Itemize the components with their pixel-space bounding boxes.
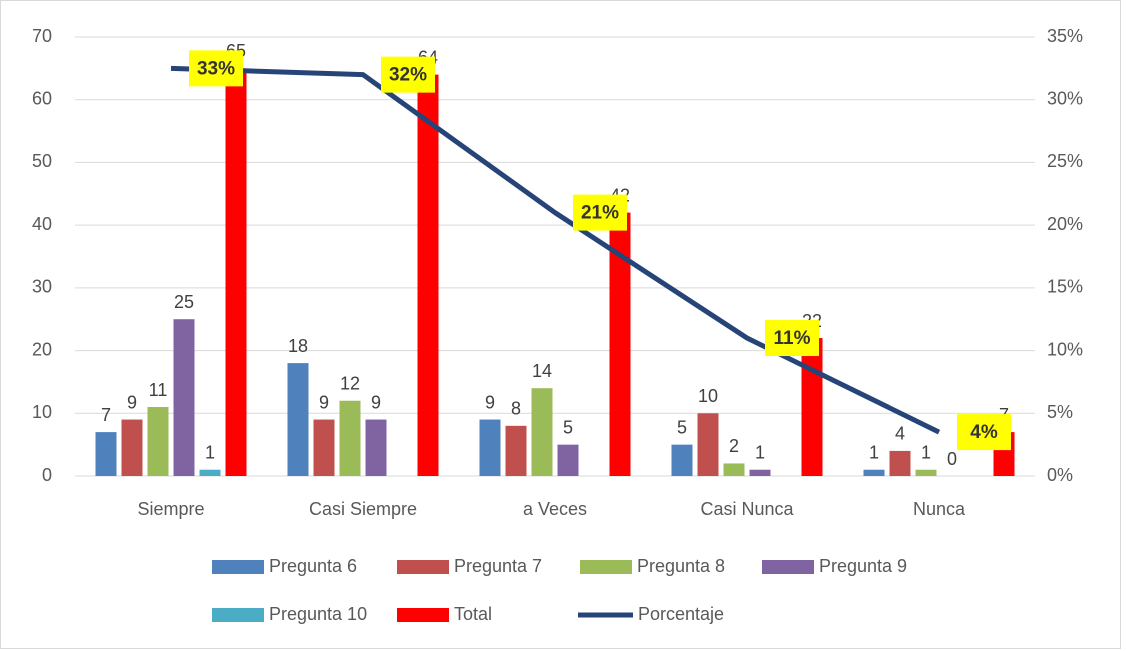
data-label: 11	[149, 380, 168, 400]
bar	[121, 419, 143, 476]
x-tick-label: Casi Nunca	[700, 499, 794, 519]
data-label: 12	[340, 373, 360, 393]
data-label-box	[957, 414, 1011, 451]
legend-label: Porcentaje	[638, 604, 724, 624]
data-label: 4	[895, 424, 905, 444]
bar	[199, 469, 221, 476]
data-label: 25	[174, 292, 194, 312]
bar	[147, 407, 169, 476]
data-label: 8	[511, 399, 521, 419]
data-label: 1	[755, 442, 765, 462]
data-label: 18	[288, 336, 308, 356]
bar	[225, 68, 247, 476]
y2-tick-label: 15%	[1047, 277, 1083, 297]
bar	[417, 74, 439, 476]
y-tick-label: 0	[42, 465, 52, 485]
legend-label: Pregunta 10	[269, 604, 367, 624]
x-tick-label: a Veces	[523, 499, 587, 519]
bar	[95, 432, 117, 476]
data-label: 10	[698, 386, 718, 406]
data-label: 1	[921, 442, 931, 462]
y-tick-label: 50	[32, 151, 52, 171]
data-label-box	[381, 56, 435, 93]
data-label: 9	[127, 392, 137, 412]
bar	[915, 469, 937, 476]
x-tick-label: Nunca	[913, 499, 966, 519]
bar	[287, 363, 309, 476]
data-label: 0	[947, 449, 957, 469]
data-label-box	[765, 320, 819, 357]
data-label: 4%	[970, 422, 998, 443]
data-label: 9	[485, 392, 495, 412]
y2-tick-label: 30%	[1047, 88, 1083, 108]
legend-swatch	[212, 608, 264, 622]
legend-swatch	[762, 560, 814, 574]
bar	[863, 469, 885, 476]
bar	[505, 425, 527, 476]
bar	[801, 338, 823, 476]
y-tick-label: 30	[32, 277, 52, 297]
y2-tick-label: 10%	[1047, 339, 1083, 359]
data-label: 2	[729, 436, 739, 456]
data-label: 21%	[581, 203, 619, 224]
legend-swatch	[397, 560, 449, 574]
legend-label: Pregunta 6	[269, 556, 357, 576]
bar	[479, 419, 501, 476]
bar	[313, 419, 335, 476]
y2-tick-label: 25%	[1047, 151, 1083, 171]
data-label: 5	[563, 417, 573, 437]
bar	[749, 469, 771, 476]
bar	[339, 400, 361, 476]
x-tick-label: Siempre	[137, 499, 204, 519]
legend-label: Total	[454, 604, 492, 624]
bar	[697, 413, 719, 476]
y2-tick-label: 35%	[1047, 26, 1083, 46]
bar	[365, 419, 387, 476]
data-label: 33%	[197, 58, 235, 79]
data-label: 32%	[389, 65, 427, 86]
bar	[557, 444, 579, 476]
y-tick-label: 40	[32, 214, 52, 234]
data-label: 1	[869, 442, 879, 462]
data-label: 9	[371, 392, 381, 412]
y-tick-label: 20	[32, 339, 52, 359]
bar	[723, 463, 745, 476]
bar	[671, 444, 693, 476]
y-tick-label: 70	[32, 26, 52, 46]
data-label: 9	[319, 392, 329, 412]
bar	[173, 319, 195, 476]
line	[170, 65, 941, 435]
legend-swatch	[580, 560, 632, 574]
data-label: 5	[677, 417, 687, 437]
y2-tick-label: 0%	[1047, 465, 1073, 485]
y-tick-label: 60	[32, 88, 52, 108]
data-label: 14	[532, 361, 552, 381]
y2-tick-label: 20%	[1047, 214, 1083, 234]
y2-tick-label: 5%	[1047, 402, 1073, 422]
legend-swatch	[397, 608, 449, 622]
data-label: 11%	[774, 328, 811, 349]
x-tick-label: Casi Siempre	[309, 499, 417, 519]
data-label: 7	[101, 405, 111, 425]
data-label-box	[189, 50, 243, 87]
legend-label: Pregunta 9	[819, 556, 907, 576]
legend-swatch	[212, 560, 264, 574]
data-label: 1	[205, 442, 215, 462]
legend-label: Pregunta 7	[454, 556, 542, 576]
data-label-box	[573, 194, 627, 231]
bar	[889, 450, 911, 476]
legend-label: Pregunta 8	[637, 556, 725, 576]
bar	[609, 212, 631, 476]
y-tick-label: 10	[32, 402, 52, 422]
bar	[531, 388, 553, 476]
